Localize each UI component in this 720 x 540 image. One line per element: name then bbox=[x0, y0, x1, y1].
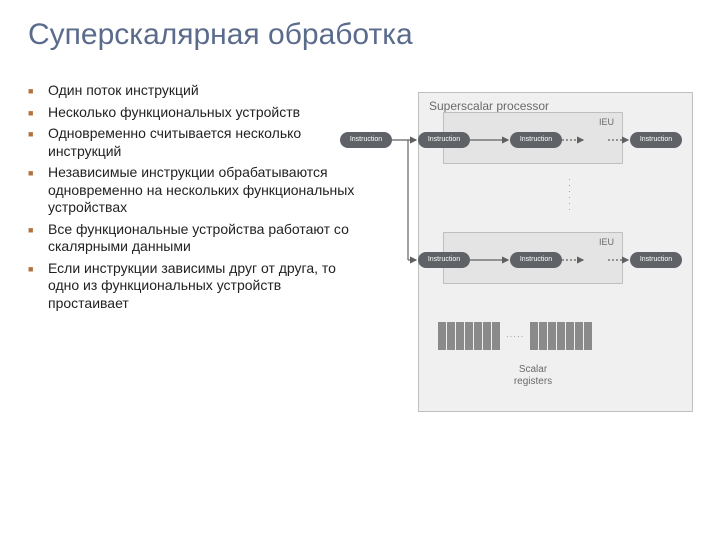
ieu-label: IEU bbox=[599, 237, 614, 247]
instruction-pill: Instruction bbox=[418, 252, 470, 268]
list-item: Все функциональные устройства работают с… bbox=[28, 221, 358, 256]
register-icon bbox=[483, 322, 491, 350]
bullet-text: Одновременно считывается несколько инстр… bbox=[48, 125, 301, 159]
list-item: Если инструкции зависимы друг от друга, … bbox=[28, 260, 358, 313]
superscalar-diagram: Superscalar processor IEU IEU bbox=[358, 82, 698, 422]
instruction-pill: Instruction bbox=[510, 132, 562, 148]
bullet-text: Все функциональные устройства работают с… bbox=[48, 221, 349, 255]
register-icon bbox=[456, 322, 464, 350]
register-icon bbox=[465, 322, 473, 350]
register-icon bbox=[575, 322, 583, 350]
reg-block bbox=[438, 322, 500, 350]
bullet-text: Один поток инструкций bbox=[48, 82, 199, 98]
bullet-text: Несколько функциональных устройств bbox=[48, 104, 300, 120]
register-icon bbox=[438, 322, 446, 350]
instruction-pill: Instruction bbox=[510, 252, 562, 268]
reg-block bbox=[530, 322, 592, 350]
ieu-label: IEU bbox=[599, 117, 614, 127]
instruction-pill: Instruction bbox=[630, 252, 682, 268]
list-item: Одновременно считывается несколько инстр… bbox=[28, 125, 358, 160]
processor-label: Superscalar processor bbox=[429, 99, 549, 113]
register-icon bbox=[557, 322, 565, 350]
register-icon bbox=[474, 322, 482, 350]
instruction-pill: Instruction bbox=[630, 132, 682, 148]
bullet-text: Независимые инструкции обрабатываются од… bbox=[48, 164, 354, 215]
register-icon bbox=[539, 322, 547, 350]
list-item: Независимые инструкции обрабатываются од… bbox=[28, 164, 358, 217]
register-icon bbox=[447, 322, 455, 350]
list-item: Один поток инструкций bbox=[28, 82, 358, 100]
instruction-pill: Instruction bbox=[340, 132, 392, 148]
register-icon bbox=[530, 322, 538, 350]
scalar-registers: ····· bbox=[438, 319, 638, 353]
content: Один поток инструкций Несколько функцион… bbox=[0, 52, 720, 422]
list-item: Несколько функциональных устройств bbox=[28, 104, 358, 122]
instruction-pill: Instruction bbox=[418, 132, 470, 148]
page-title: Суперскалярная обработка bbox=[0, 0, 720, 52]
vertical-dots: ······ bbox=[568, 177, 571, 213]
register-icon bbox=[584, 322, 592, 350]
bullet-text: Если инструкции зависимы друг от друга, … bbox=[48, 260, 336, 311]
registers-label: Scalarregisters bbox=[468, 364, 598, 388]
register-icon bbox=[548, 322, 556, 350]
register-icon bbox=[566, 322, 574, 350]
register-icon bbox=[492, 322, 500, 350]
horizontal-dots: ····· bbox=[506, 332, 524, 341]
bullet-list: Один поток инструкций Несколько функцион… bbox=[28, 82, 358, 422]
